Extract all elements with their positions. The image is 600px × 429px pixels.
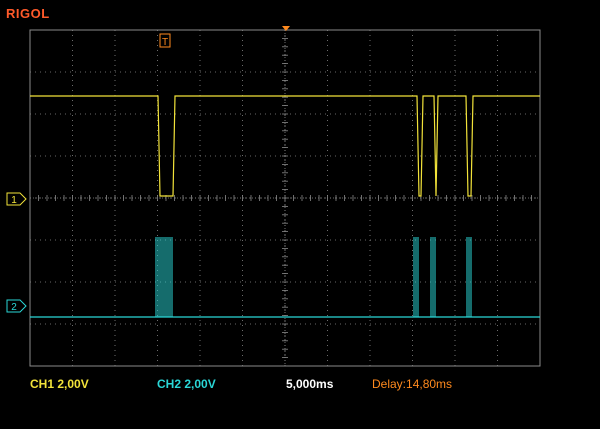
ch2-marker-label: 2 <box>11 302 17 313</box>
ch2-scale-readout: CH2 2,00V <box>157 377 216 391</box>
timebase-readout: 5,000ms <box>286 377 334 391</box>
trigger-marker-icon: T <box>159 33 171 48</box>
trigger-marker-label: T <box>162 37 168 48</box>
ch1-scale-readout: CH1 2,00V <box>30 377 89 391</box>
brand-logo: RIGOL <box>6 6 50 21</box>
ch1-ground-marker-icon: 1 <box>6 192 27 206</box>
ch1-marker-label: 1 <box>11 195 17 206</box>
ch2-ground-marker-icon: 2 <box>6 299 27 313</box>
ch1-waveform <box>30 95 540 197</box>
ch2-waveform <box>30 237 540 318</box>
trigger-point-icon <box>282 26 290 31</box>
delay-readout: Delay:14,80ms <box>372 377 453 391</box>
graticule <box>29 29 541 367</box>
